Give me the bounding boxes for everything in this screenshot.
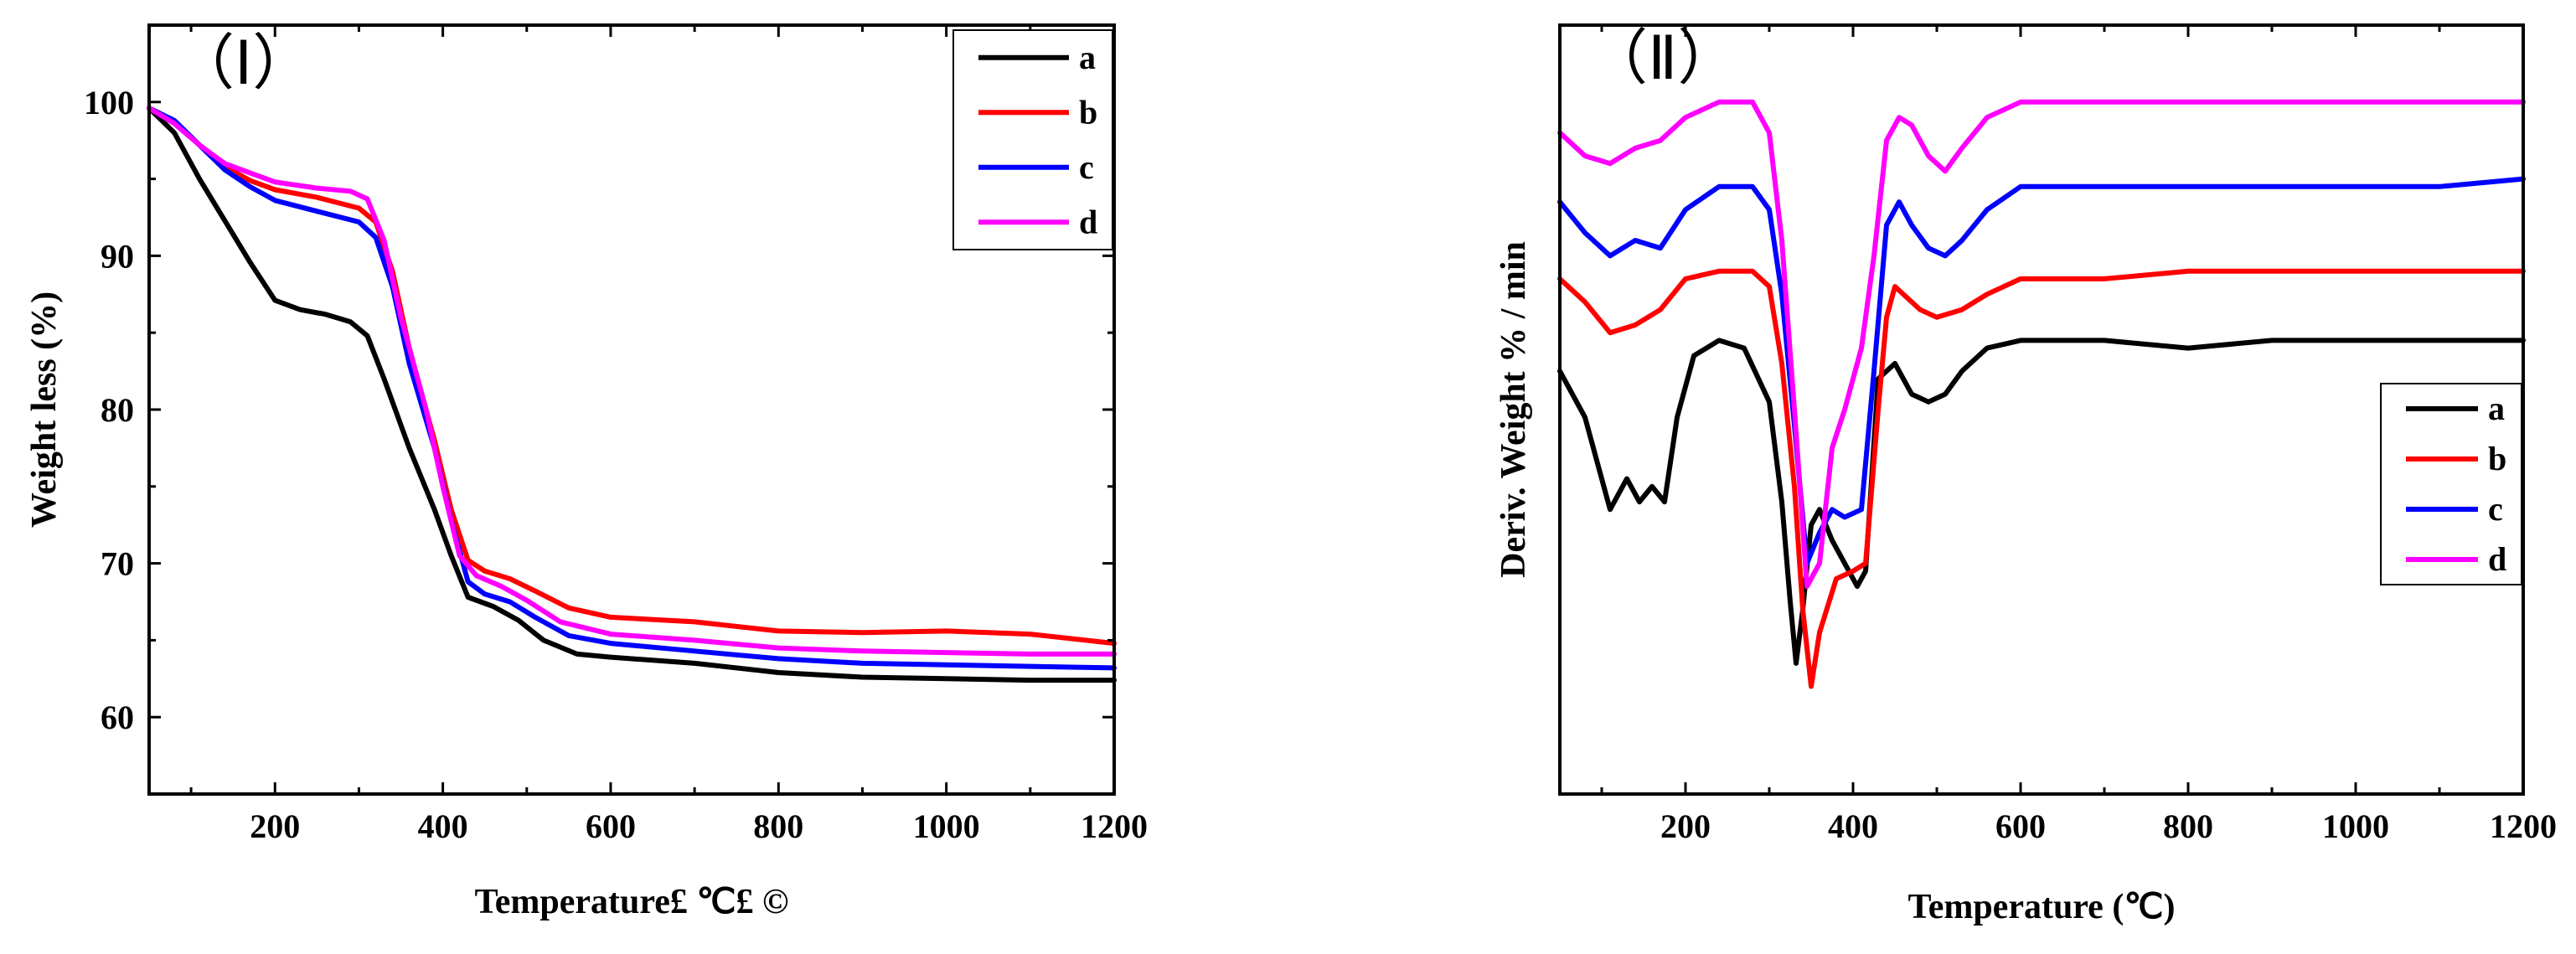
plot-frame [1558, 23, 2525, 796]
x-tick-label: 200 [1660, 807, 1711, 845]
series-line-b [1557, 268, 2526, 689]
tga-panel: 200 400 600 800 1000 1200 60 70 80 90 100 Temperatu… [25, 23, 1148, 921]
series-line-a [147, 106, 1117, 683]
x-tick-label: 1200 [2490, 807, 2557, 845]
y-tick-label: 60 [101, 699, 134, 736]
x-tick-label: 600 [1995, 807, 2046, 845]
legend-label-b: b [1079, 93, 1097, 131]
y-tick-label: 100 [84, 84, 134, 121]
y-axis-title: Deriv. Weight % / min [1494, 241, 1533, 578]
series-line-a [1557, 338, 2526, 666]
x-tick-label: 1200 [1081, 807, 1148, 845]
legend-box [952, 29, 1113, 250]
y-tick-label: 70 [101, 545, 134, 583]
legend-label-b: b [2488, 440, 2506, 477]
panel-label: （Ⅱ） [1587, 25, 1737, 92]
x-tick-label: 1000 [913, 807, 980, 845]
legend-label-a: a [1079, 39, 1096, 76]
x-tick-label: 600 [586, 807, 636, 845]
legend-label-c: c [2488, 490, 2503, 528]
legend-box [2380, 383, 2522, 585]
y-axis-title: Weight less (%) [25, 291, 64, 528]
dtg-panel: 200 400 600 800 1000 1200 Temperature (℃) Deriv… [1494, 23, 2557, 926]
series-line-d [147, 106, 1117, 657]
y-tick-label: 80 [101, 391, 134, 429]
x-tick-label: 1000 [2322, 807, 2389, 845]
x-tick-label: 800 [2163, 807, 2213, 845]
x-axis-title: Temperature£ ℃£ © [475, 883, 789, 921]
panel-label: （Ⅰ） [174, 30, 312, 97]
x-tick-label: 200 [250, 807, 300, 845]
legend-label-d: d [1079, 203, 1097, 240]
series-line-d [1557, 99, 2526, 590]
legend-label-a: a [2488, 389, 2505, 427]
x-tick-label: 800 [753, 807, 803, 845]
x-axis-title: Temperature (℃) [1908, 888, 2176, 926]
x-tick-label: 400 [1828, 807, 1878, 845]
series-line-c [1557, 176, 2526, 566]
legend-label-d: d [2488, 540, 2506, 578]
y-tick-label: 90 [101, 237, 134, 275]
legend-label-c: c [1079, 148, 1094, 186]
x-tick-label: 400 [418, 807, 468, 845]
